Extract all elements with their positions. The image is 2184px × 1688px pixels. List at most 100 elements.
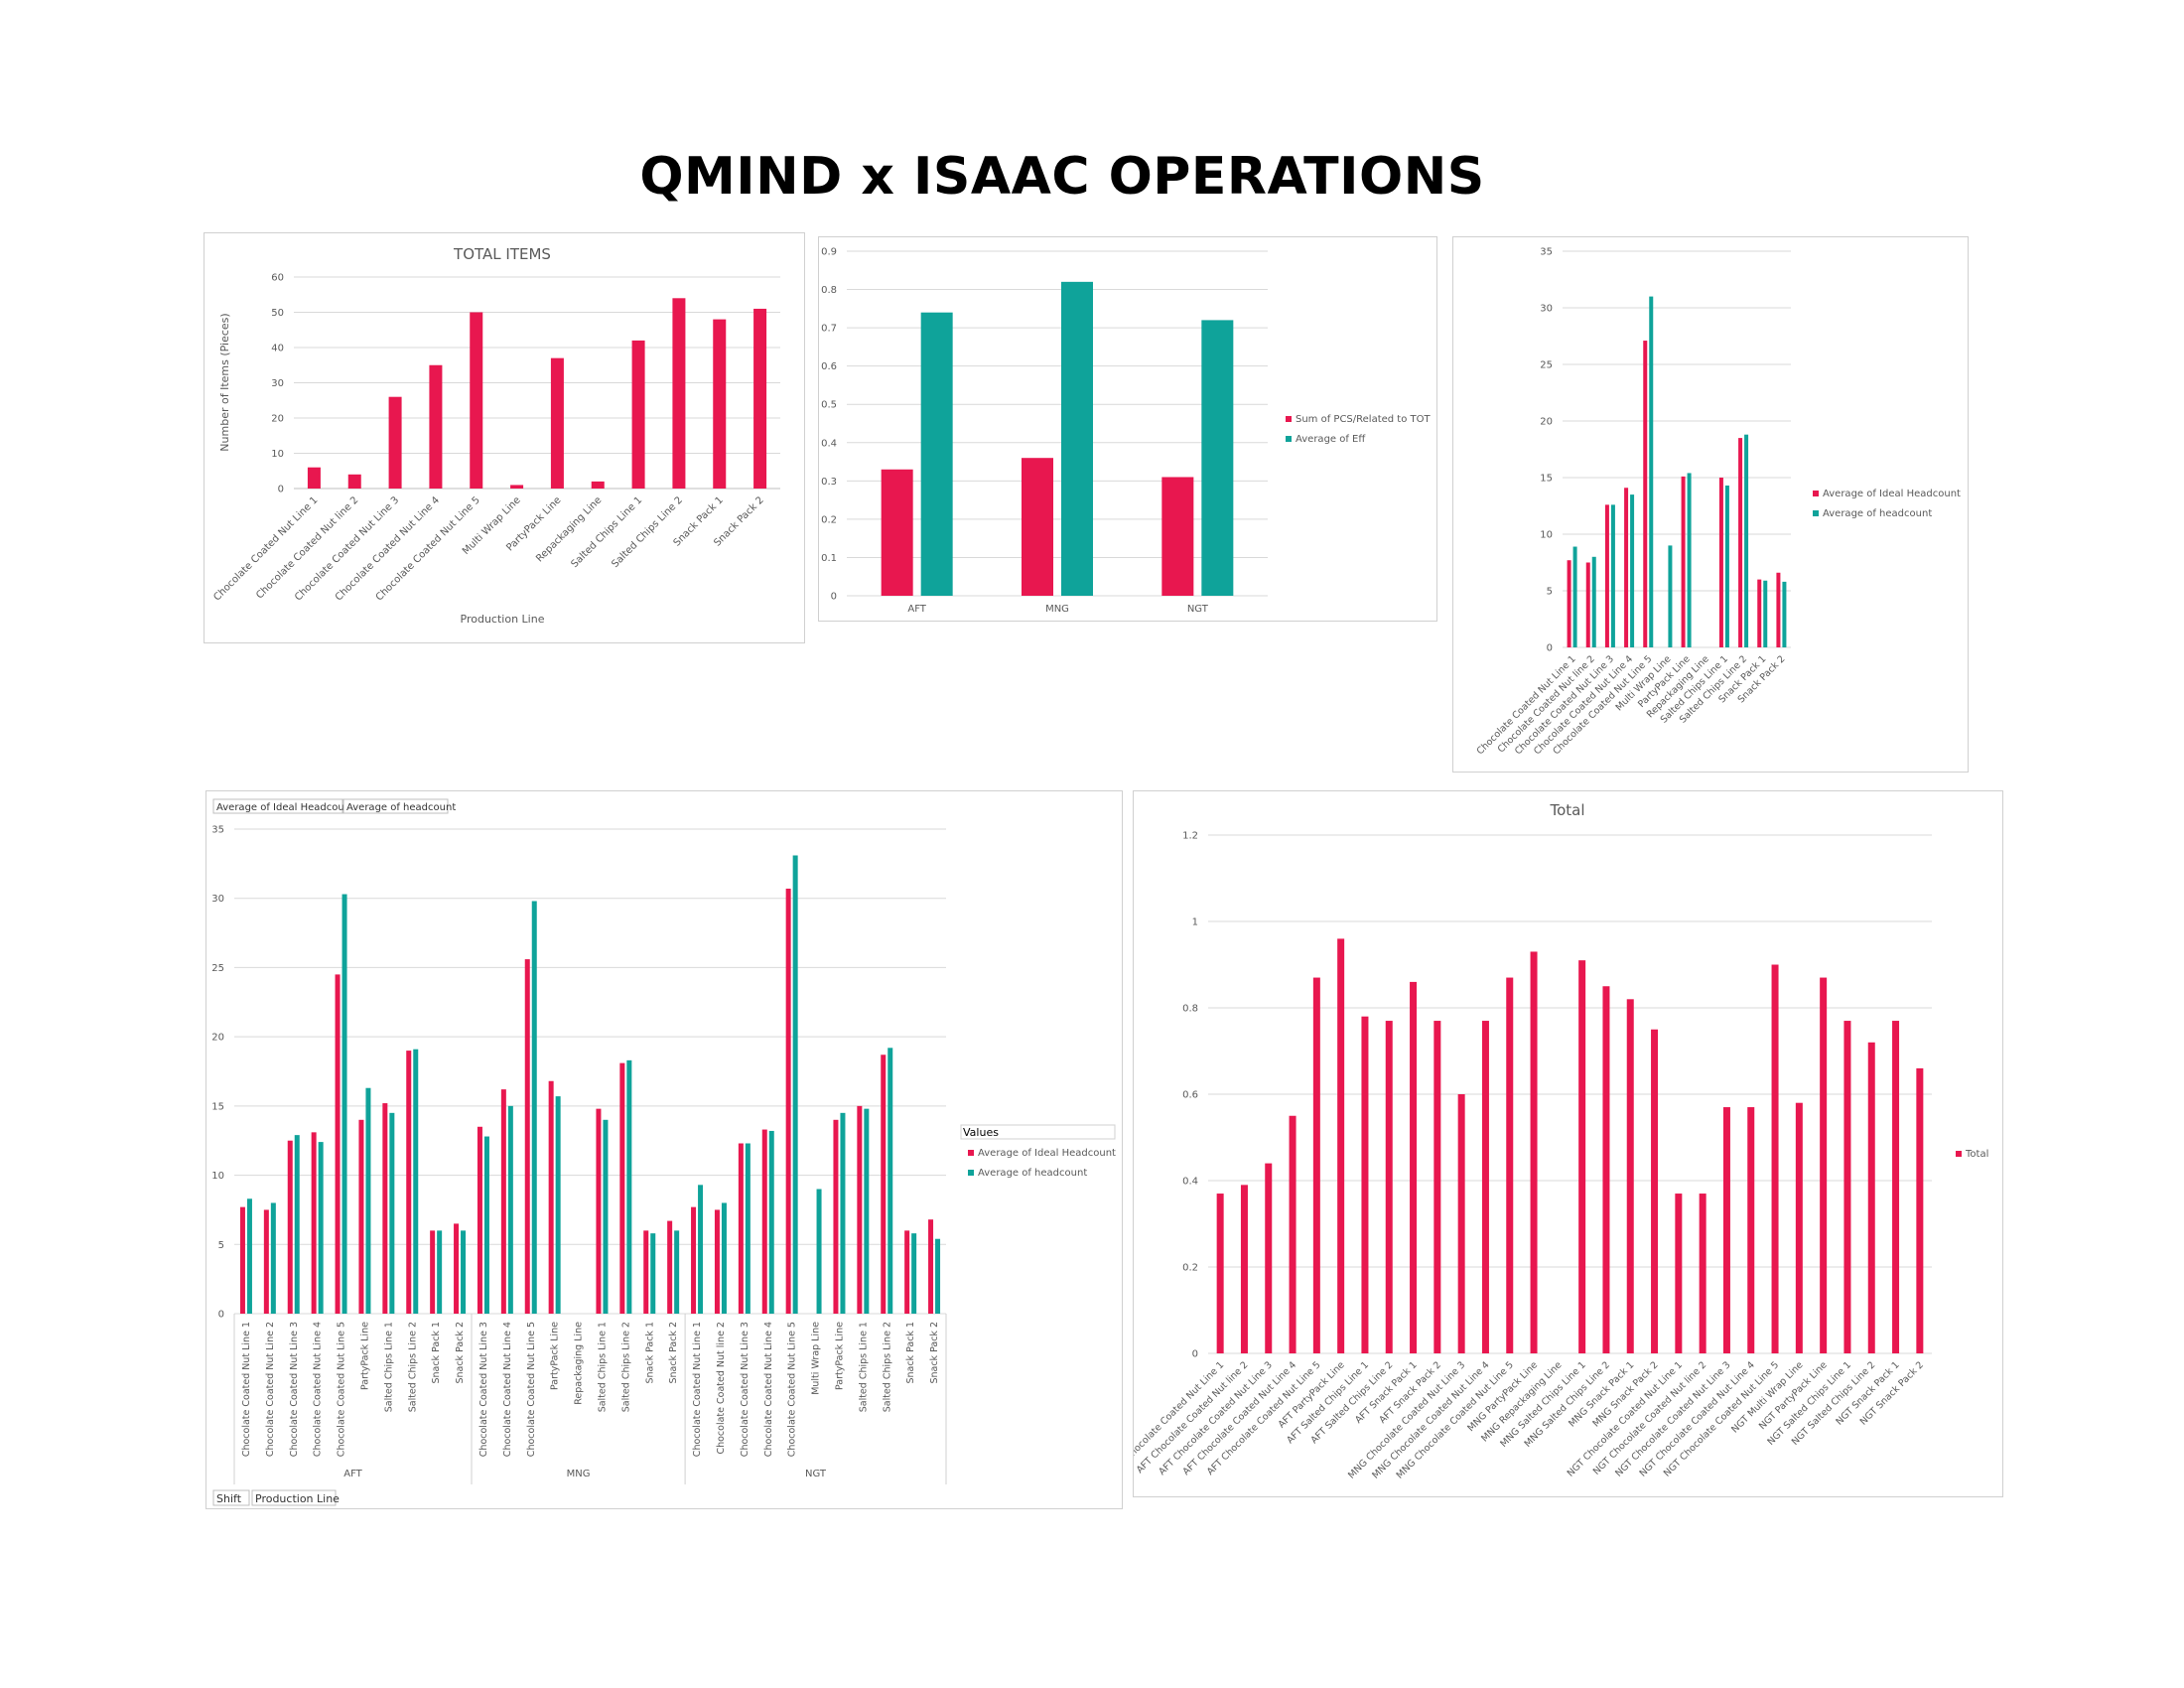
bar — [1782, 581, 1787, 647]
y-tick-label: 0 — [1192, 1349, 1198, 1360]
x-tick-label: Chocolate Coated Nut Line 4 — [763, 1322, 774, 1457]
y-tick-label: 25 — [211, 963, 224, 974]
y-tick-label: 0.3 — [821, 477, 837, 488]
x-tick-label: Salted Chips Line 1 — [858, 1322, 869, 1412]
bar — [1481, 1021, 1489, 1353]
x-tick-label: Multi Wrap Line — [811, 1322, 822, 1395]
y-tick-label: 15 — [211, 1101, 224, 1112]
bar — [1643, 341, 1648, 647]
bar — [531, 901, 537, 1314]
bar — [287, 1140, 293, 1314]
bar — [840, 1112, 846, 1314]
x-tick-label: MNG — [1045, 604, 1069, 615]
bar — [1361, 1016, 1369, 1353]
bar — [1433, 1021, 1441, 1353]
field-button — [212, 1489, 250, 1506]
bar — [239, 1206, 245, 1314]
x-tick-label: Chocolate Coated Nut Line 3 — [478, 1322, 489, 1457]
bar — [864, 1108, 870, 1314]
x-tick-label: Salted Chips Line 1 — [569, 494, 644, 570]
x-tick-label: Salted Chips Line 1 — [383, 1322, 394, 1412]
legend-entry: Total — [1965, 1149, 1988, 1160]
bar — [1216, 1194, 1224, 1353]
bar — [500, 1089, 506, 1314]
bar — [318, 1142, 324, 1314]
x-tick-label: Chocolate Coated Nut Line 4 — [502, 1322, 513, 1457]
legend-entry: Average of Ideal Headcount — [978, 1148, 1116, 1159]
bar — [738, 1143, 744, 1314]
bar — [1651, 1029, 1659, 1353]
chart-title: Total — [1549, 801, 1584, 819]
legend-entry: Average of Eff — [1296, 434, 1366, 445]
bar — [1572, 546, 1577, 647]
bar — [1724, 485, 1729, 647]
bar — [1022, 458, 1053, 596]
legend-title: Values — [963, 1126, 999, 1139]
bar — [1771, 964, 1779, 1353]
x-tick-label: NGT — [1187, 604, 1209, 615]
x-tick-label: PartyPack Line — [359, 1322, 370, 1390]
shift-efficiency-svg: 0 0.1 0.2 0.3 0.4 0.5 0.6 0.7 0.8 0.9 AFT MNG NGT Sum… — [821, 247, 1432, 616]
y-tick-label: 20 — [271, 414, 284, 425]
bar — [691, 1206, 697, 1314]
bar — [1843, 1021, 1851, 1353]
y-tick-label: 0 — [1547, 643, 1553, 654]
y-tick-label: 50 — [271, 308, 284, 319]
legend-swatch — [1956, 1151, 1962, 1157]
field-button-label: Average of headcount — [346, 802, 456, 813]
y-tick-label: 5 — [218, 1240, 224, 1251]
bar — [524, 959, 530, 1314]
x-tick-label: Chocolate Coated Nut Line 2 — [265, 1322, 276, 1457]
bar — [263, 1209, 269, 1314]
y-tick-label: 0.2 — [821, 514, 837, 525]
bar — [1567, 560, 1571, 647]
bar — [389, 1112, 395, 1314]
x-tick-label: PartyPack Line — [550, 1322, 561, 1390]
bar — [591, 481, 605, 489]
bar — [887, 1048, 893, 1314]
bar — [1738, 438, 1743, 647]
x-tick-label: Snack Pack 2 — [929, 1322, 940, 1384]
chart-title: TOTAL ITEMS — [453, 245, 551, 263]
bar — [1722, 1107, 1730, 1353]
bar — [596, 1108, 602, 1314]
legend-entry: Sum of PCS/Related to TOT — [1296, 414, 1432, 425]
x-tick-label: Salted Chips Line 2 — [610, 494, 685, 570]
legend-swatch — [1286, 436, 1292, 442]
x-tick-label: Snack Pack 1 — [644, 1322, 655, 1384]
y-tick-label: 25 — [1540, 360, 1553, 371]
bar — [1867, 1042, 1875, 1353]
x-tick-label: Chocolate Coated Nut Line 1 — [692, 1322, 703, 1457]
bar — [1649, 296, 1654, 647]
bar — [548, 1080, 554, 1314]
x-tick-label: Chocolate Coated Nut Line 4 — [313, 1322, 324, 1457]
bar — [406, 1051, 412, 1314]
bar — [507, 1105, 513, 1314]
bar — [1699, 1194, 1706, 1353]
y-tick-label: 30 — [211, 894, 224, 905]
bar — [347, 474, 361, 489]
bar — [650, 1233, 656, 1314]
bar — [1892, 1021, 1900, 1353]
y-tick-label: 30 — [271, 378, 284, 389]
bar — [1265, 1163, 1273, 1353]
group-label: AFT — [343, 1469, 362, 1479]
legend-title-box — [960, 1124, 1116, 1140]
bar — [1201, 320, 1234, 596]
y-tick-label: 30 — [1540, 304, 1553, 315]
bar — [1718, 478, 1723, 647]
bar — [1744, 434, 1749, 647]
y-tick-label: 0 — [831, 592, 837, 603]
x-tick-label: Salted Chips Line 2 — [882, 1322, 892, 1412]
y-tick-label: 5 — [1547, 587, 1553, 598]
y-axis-title: Number of Items (Pieces) — [218, 313, 231, 451]
y-tick-label: 1.2 — [1182, 831, 1198, 842]
bar — [1578, 960, 1586, 1353]
field-button-label: Average of Ideal Headcount — [216, 802, 354, 813]
bar — [461, 1230, 467, 1314]
bar — [365, 1087, 371, 1314]
bar — [1312, 977, 1320, 1353]
x-tick-label: Snack Pack 2 — [668, 1322, 679, 1384]
